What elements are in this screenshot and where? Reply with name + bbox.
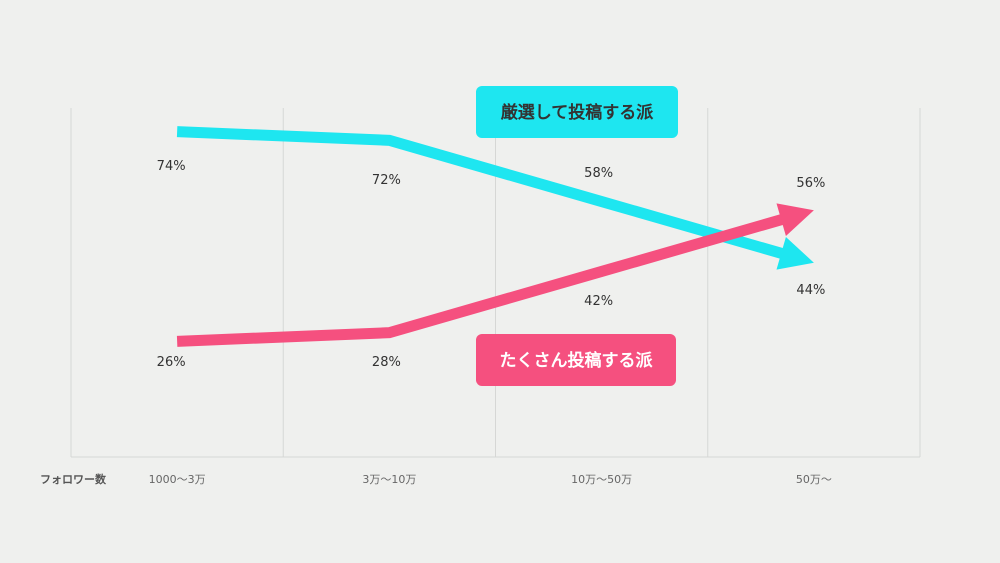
x-tick-label: 10万〜50万	[571, 473, 632, 486]
data-label: 44%	[796, 283, 825, 298]
data-label: 28%	[372, 355, 401, 370]
data-label: 56%	[796, 176, 825, 191]
x-tick-label: 3万〜10万	[362, 473, 416, 486]
legend-box	[476, 86, 678, 138]
data-label: 58%	[584, 166, 613, 181]
arrow-head	[776, 236, 814, 270]
x-axis-label: フォロワー数	[40, 472, 107, 486]
data-label: 72%	[372, 173, 401, 188]
data-label: 74%	[157, 159, 186, 174]
legend-label: たくさん投稿する派	[500, 350, 654, 371]
data-label: 42%	[584, 294, 613, 309]
series-line	[176, 126, 789, 261]
legend-box	[476, 334, 676, 386]
x-tick-label: 50万〜	[796, 473, 832, 486]
x-tick-label: 1000〜3万	[149, 473, 206, 486]
data-label: 26%	[157, 355, 186, 370]
arrow-head	[776, 203, 814, 237]
series-line	[176, 212, 789, 347]
legend-label: 厳選して投稿する派	[501, 102, 654, 123]
